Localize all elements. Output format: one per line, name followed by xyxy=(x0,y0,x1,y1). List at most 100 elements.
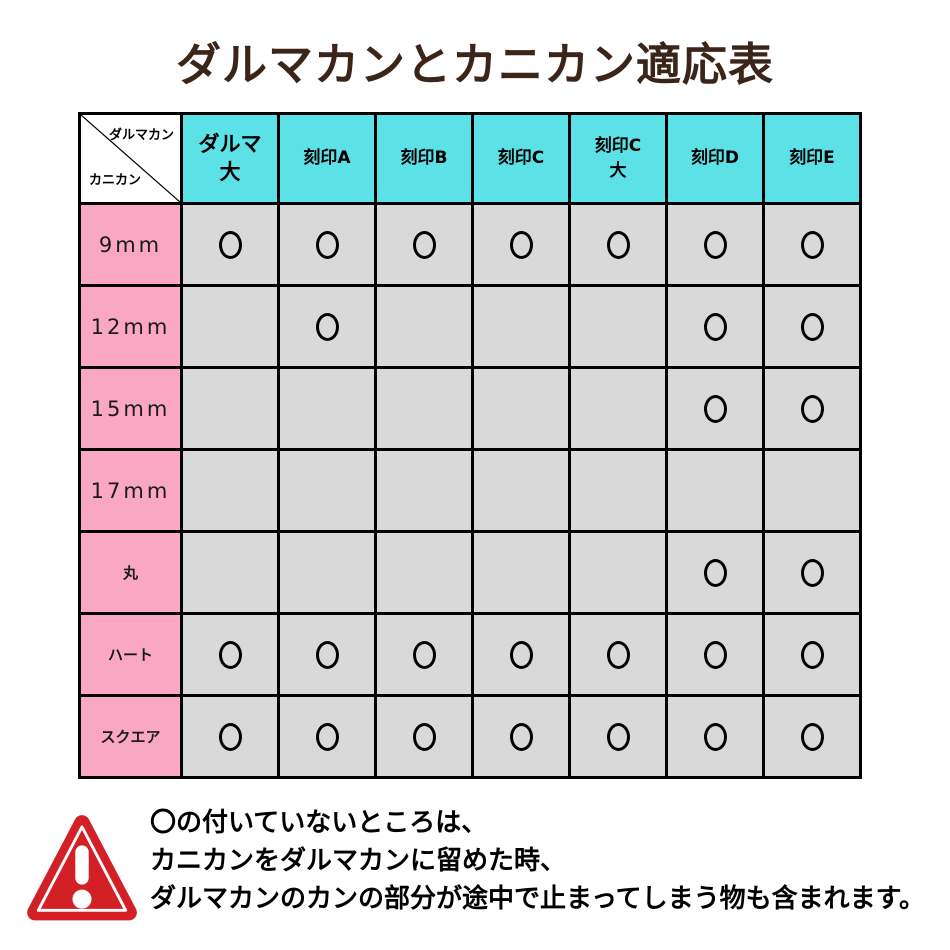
compat-cell xyxy=(568,366,668,451)
circle-mark xyxy=(315,722,339,751)
circle-mark xyxy=(606,230,630,259)
compat-cell xyxy=(665,530,765,615)
compat-cell xyxy=(180,366,280,451)
compat-cell xyxy=(665,202,765,287)
corner-label-kani: カニカン xyxy=(89,173,142,188)
circle-mark xyxy=(800,640,824,669)
compat-cell xyxy=(665,612,765,697)
compat-cell xyxy=(180,448,280,533)
footnote-line-3: ダルマカンのカンの部分が途中で止まってしまう物も含まれます。 xyxy=(150,884,926,914)
circle-mark xyxy=(218,640,242,669)
compat-cell xyxy=(374,284,474,369)
compat-cell xyxy=(374,530,474,615)
circle-mark xyxy=(800,722,824,751)
compat-cell xyxy=(762,366,862,451)
compat-cell xyxy=(374,612,474,697)
footnote-line-2: カニカンをダルマカンに留めた時、 xyxy=(150,846,567,876)
compat-table-wrap: ダルマカン カニカン ダルマ 大刻印A 刻印B 刻印C 刻印C 大刻印D 刻印E 9mm… xyxy=(78,112,862,779)
table-row: スクエア xyxy=(78,694,862,779)
compat-cell xyxy=(277,694,377,779)
table-row: 17mm xyxy=(78,448,862,533)
circle-mark xyxy=(703,558,727,587)
circle-mark xyxy=(800,394,824,423)
compat-cell xyxy=(374,448,474,533)
compat-cell xyxy=(471,694,571,779)
circle-mark xyxy=(509,640,533,669)
circle-mark xyxy=(509,722,533,751)
circle-mark xyxy=(315,640,339,669)
compat-table: ダルマカン カニカン ダルマ 大刻印A 刻印B 刻印C 刻印C 大刻印D 刻印E 9mm… xyxy=(78,112,862,779)
row-header: 9mm xyxy=(78,202,183,287)
compat-cell xyxy=(180,694,280,779)
column-header: 刻印C 大 xyxy=(568,112,668,205)
diagonal-divider xyxy=(81,115,180,202)
compat-cell xyxy=(277,448,377,533)
compat-cell xyxy=(374,202,474,287)
compat-cell xyxy=(568,612,668,697)
corner-label-daruma: ダルマカン xyxy=(108,128,174,143)
compat-cell xyxy=(277,366,377,451)
corner-cell: ダルマカン カニカン xyxy=(78,112,183,205)
header-row: ダルマカン カニカン ダルマ 大刻印A 刻印B 刻印C 刻印C 大刻印D 刻印E xyxy=(78,112,862,205)
compat-cell xyxy=(180,202,280,287)
compat-cell xyxy=(471,448,571,533)
compat-cell xyxy=(277,612,377,697)
compat-cell xyxy=(762,202,862,287)
compat-cell xyxy=(665,284,765,369)
compat-cell xyxy=(762,284,862,369)
column-header: 刻印C xyxy=(471,112,571,205)
circle-mark xyxy=(315,312,339,341)
compat-cell xyxy=(568,448,668,533)
footnote: 〇の付いていないところは、 カニカンをダルマカンに留めた時、 ダルマカンのカンの… xyxy=(150,804,940,918)
circle-mark xyxy=(703,394,727,423)
circle-mark xyxy=(218,230,242,259)
row-header: ハート xyxy=(78,612,183,697)
row-header: 17mm xyxy=(78,448,183,533)
row-header: 12mm xyxy=(78,284,183,369)
compat-cell xyxy=(665,694,765,779)
table-row: 15mm xyxy=(78,366,862,451)
compat-cell xyxy=(568,530,668,615)
table-row: 9mm xyxy=(78,202,862,287)
compat-cell xyxy=(180,612,280,697)
column-header: 刻印E xyxy=(762,112,862,205)
compat-cell xyxy=(762,694,862,779)
circle-mark xyxy=(800,558,824,587)
footnote-line-1: 〇の付いていないところは、 xyxy=(150,808,488,838)
compat-cell xyxy=(471,612,571,697)
compat-cell xyxy=(665,448,765,533)
circle-mark xyxy=(412,640,436,669)
compat-cell xyxy=(762,530,862,615)
compat-cell xyxy=(568,694,668,779)
compat-cell xyxy=(665,366,765,451)
compat-cell xyxy=(180,284,280,369)
compat-cell xyxy=(471,284,571,369)
row-header: スクエア xyxy=(78,694,183,779)
circle-mark xyxy=(315,230,339,259)
compat-cell xyxy=(180,530,280,615)
circle-mark xyxy=(509,230,533,259)
table-row: 丸 xyxy=(78,530,862,615)
table-body: 9mm 12mm 15mm 17mm 丸ハート スクエア xyxy=(78,202,862,779)
compat-cell xyxy=(471,202,571,287)
warning-triangle-icon xyxy=(26,810,138,934)
circle-mark xyxy=(218,722,242,751)
circle-mark xyxy=(800,312,824,341)
row-header: 丸 xyxy=(78,530,183,615)
compat-cell xyxy=(471,530,571,615)
circle-mark xyxy=(703,230,727,259)
compat-cell xyxy=(762,612,862,697)
table-row: 12mm xyxy=(78,284,862,369)
circle-mark xyxy=(703,312,727,341)
circle-mark xyxy=(800,230,824,259)
compat-cell xyxy=(277,284,377,369)
compat-cell xyxy=(568,284,668,369)
compat-cell xyxy=(471,366,571,451)
column-header: 刻印D xyxy=(665,112,765,205)
compat-cell xyxy=(374,366,474,451)
column-header: ダルマ 大 xyxy=(180,112,280,205)
circle-mark xyxy=(606,640,630,669)
page-title: ダルマカンとカニカン適応表 xyxy=(175,38,774,91)
circle-mark xyxy=(703,640,727,669)
column-header: 刻印B xyxy=(374,112,474,205)
